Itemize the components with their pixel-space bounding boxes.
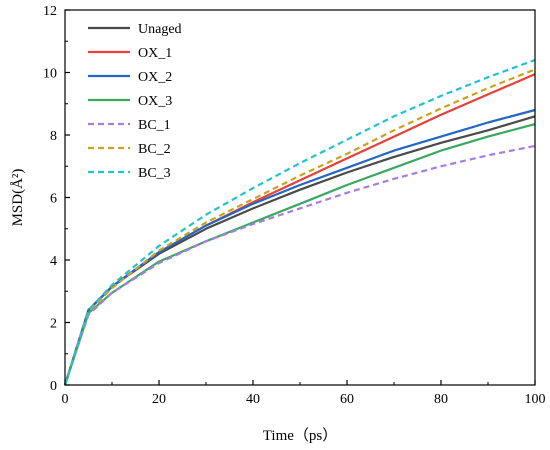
legend-label: OX_1 [138, 46, 172, 61]
legend-label: BC_1 [138, 118, 171, 133]
y-tick-label: 6 [50, 192, 57, 207]
legend: Unaged OX_1 OX_2 OX_3 BC_1 BC_2 BC_3 [88, 22, 182, 181]
x-tick-label: 60 [340, 392, 354, 407]
legend-label: OX_2 [138, 70, 172, 85]
plot-area [63, 58, 536, 386]
x-tick-label: 20 [152, 392, 166, 407]
series-line-bc-2 [63, 68, 536, 386]
series-line-ox-1 [63, 73, 536, 386]
legend-label: Unaged [138, 22, 182, 37]
y-tick-label: 4 [50, 254, 57, 269]
y-tick-label: 12 [43, 4, 57, 19]
legend-label: BC_3 [138, 166, 171, 181]
y-tick-label: 8 [50, 129, 57, 144]
series-line-unaged [63, 115, 536, 386]
x-tick-label: 0 [62, 392, 69, 407]
x-tick-label: 100 [525, 392, 546, 407]
y-tick-label: 10 [43, 67, 57, 82]
x-tick-label: 80 [434, 392, 448, 407]
series-line-bc-3 [63, 58, 536, 386]
series-line-ox-3 [63, 123, 536, 386]
series-line-bc-1 [63, 144, 536, 386]
x-axis-title: Time（ps） [263, 427, 337, 444]
plot-frame [64, 9, 536, 386]
y-axis-title: MSD(Å²) [10, 169, 26, 227]
legend-label: OX_3 [138, 94, 172, 109]
legend-label: BC_2 [138, 142, 171, 157]
x-tick-label: 40 [246, 392, 260, 407]
y-tick-label: 0 [50, 379, 57, 394]
y-tick-label: 2 [50, 317, 57, 332]
series-line-ox-2 [63, 108, 536, 386]
axes: 0 20 40 60 80 100 0 2 4 6 8 10 12 [43, 4, 546, 407]
